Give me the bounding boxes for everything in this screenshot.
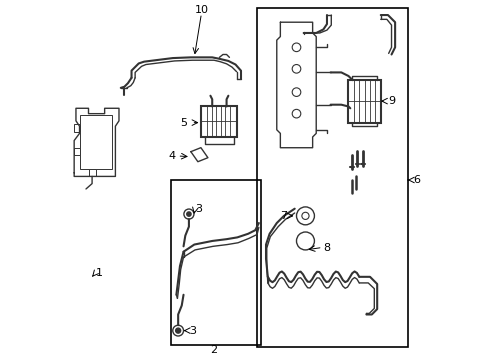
Bar: [74, 148, 80, 155]
Circle shape: [175, 328, 180, 333]
Text: 2: 2: [210, 345, 217, 355]
Bar: [171, 180, 260, 345]
Bar: [88, 169, 96, 176]
Bar: [201, 107, 237, 137]
Text: 3: 3: [188, 325, 196, 336]
Text: 6: 6: [412, 175, 419, 185]
Text: 8: 8: [323, 243, 330, 253]
Bar: [257, 8, 407, 347]
Text: 4: 4: [168, 150, 175, 161]
Text: 5: 5: [180, 118, 187, 128]
Text: 10: 10: [194, 5, 208, 15]
Text: 9: 9: [387, 96, 394, 106]
Bar: [80, 116, 112, 169]
Text: 7: 7: [280, 211, 287, 221]
Bar: [348, 80, 380, 123]
Text: 1: 1: [96, 268, 102, 278]
Bar: [74, 125, 80, 132]
Circle shape: [186, 212, 191, 216]
Text: 3: 3: [195, 204, 202, 214]
